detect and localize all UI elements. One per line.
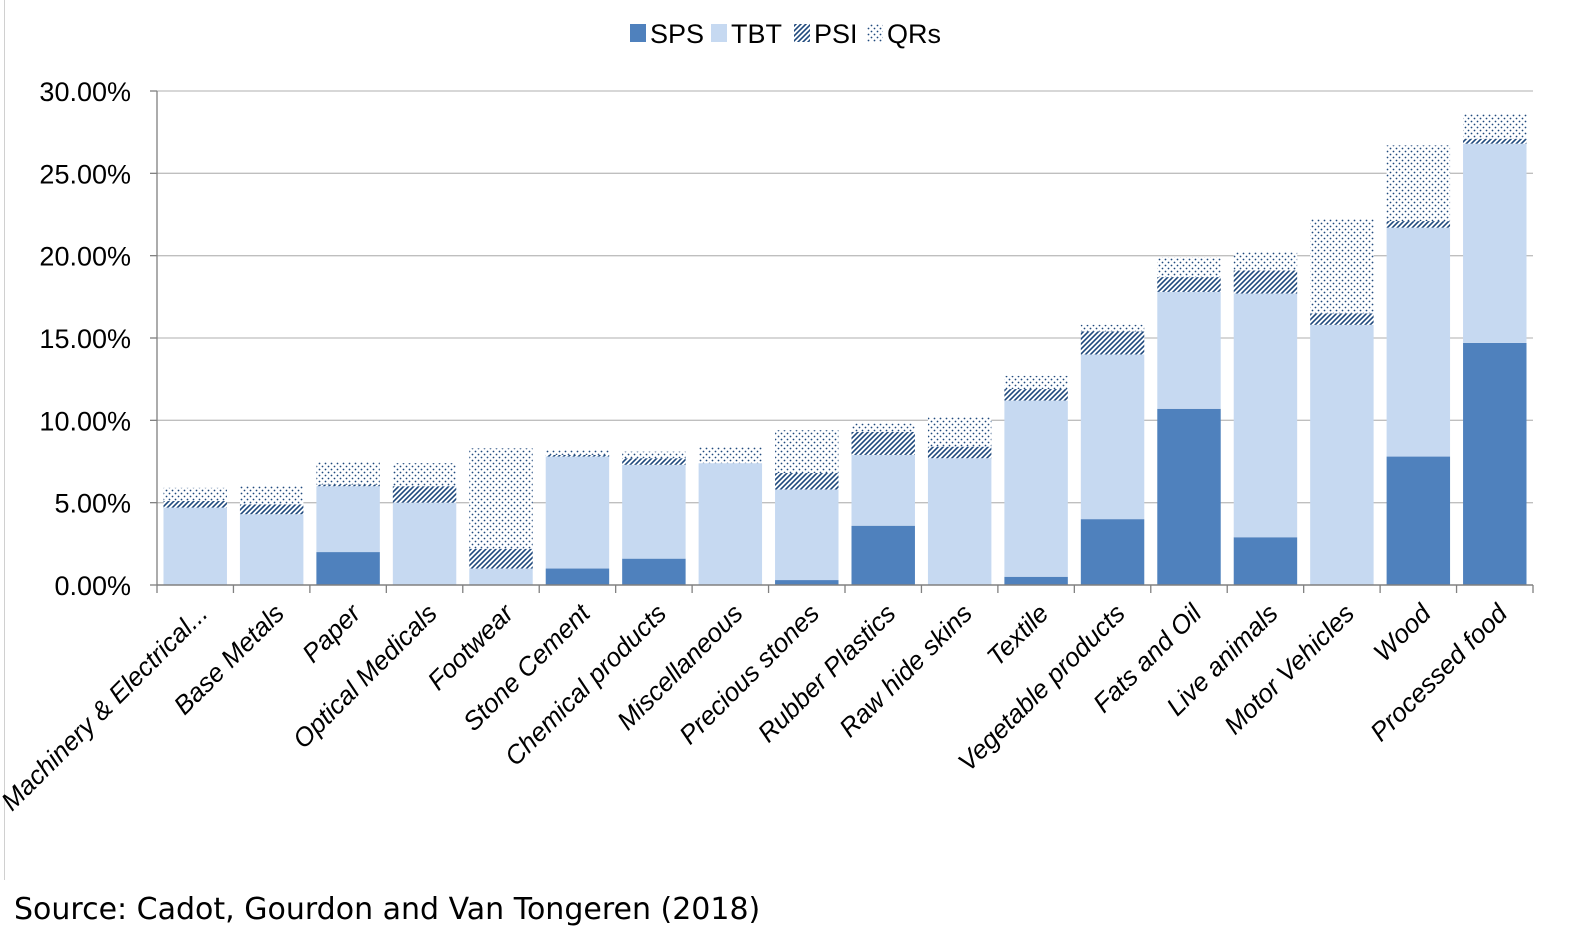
bar-tbt — [1080, 354, 1145, 520]
bar-qrs — [775, 430, 839, 474]
bar-sps — [851, 525, 915, 585]
x-axis: Machinery & Electrical...Base Metals Pape… — [0, 584, 1534, 816]
legend-label-qrs: QRs — [887, 19, 941, 49]
bar-tbt — [163, 507, 227, 585]
bar-sps — [775, 580, 839, 585]
bar-sps — [1004, 576, 1068, 585]
legend-label-sps: SPS — [650, 19, 704, 49]
bar-sps — [1080, 519, 1145, 585]
bar-psi — [775, 473, 839, 490]
bar-qrs — [927, 417, 992, 447]
y-axis: 0.00% 5.00% 10.00% 15.00% 20.00% 25.00% 30.00% — [39, 77, 158, 601]
bar-tbt — [698, 463, 763, 585]
bar-qrs — [163, 487, 227, 502]
y-tick-label: 25.00% — [39, 159, 131, 189]
x-category-label: Paper — [296, 597, 367, 668]
legend-swatch-sps — [630, 24, 646, 42]
bar-psi — [622, 458, 686, 465]
x-category-label: Raw hide skins — [833, 598, 978, 743]
bar-psi — [1004, 389, 1068, 401]
bar-psi — [1233, 270, 1298, 294]
bar-qrs — [1463, 114, 1527, 139]
bar-psi — [1463, 138, 1527, 144]
legend-swatch-qrs — [867, 24, 883, 42]
bar-sps — [1233, 537, 1298, 585]
bar-psi — [851, 431, 915, 455]
bar-psi — [927, 446, 992, 459]
bar-psi — [1386, 221, 1451, 228]
left-border-line — [4, 0, 5, 880]
bars — [163, 114, 1527, 585]
y-tick-label: 15.00% — [39, 324, 131, 354]
bar-tbt — [622, 464, 686, 559]
x-category-label: Processed food — [1364, 597, 1514, 747]
legend-label-psi: PSI — [814, 19, 858, 49]
bar-qrs — [622, 451, 686, 459]
source-note: Source: Cadot, Gourdon and Van Tongeren … — [14, 892, 761, 927]
x-category-label: Rubber Plastics — [752, 598, 902, 748]
bar-tbt — [927, 458, 992, 585]
bar-tbt — [316, 486, 380, 553]
bar-sps — [622, 558, 686, 585]
bar-tbt — [469, 568, 533, 585]
bar-psi — [469, 548, 533, 569]
bar-qrs — [698, 446, 763, 464]
x-category-label: Optical Medicals — [287, 598, 443, 754]
stacked-bar-chart: SPS TBT PSI QRs 0.00% 5.00% 10.00% 15.00% 20.00… — [0, 19, 1534, 816]
legend-swatch-tbt — [711, 24, 727, 42]
bar-psi — [1310, 313, 1374, 325]
bar-sps — [1463, 342, 1527, 585]
bar-qrs — [545, 449, 610, 455]
bar-sps — [545, 568, 610, 585]
bar-psi — [1080, 331, 1145, 355]
bar-psi — [239, 504, 304, 515]
bar-tbt — [1310, 324, 1374, 585]
bar-sps — [1386, 456, 1451, 585]
bar-tbt — [239, 514, 304, 585]
bar-tbt — [1004, 400, 1068, 577]
bar-psi — [545, 454, 610, 457]
x-category-label: Wood — [1367, 597, 1437, 667]
bar-qrs — [851, 423, 915, 432]
bar-qrs — [239, 486, 304, 505]
bar-tbt — [392, 502, 457, 585]
bar-tbt — [775, 489, 839, 581]
y-tick-label: 5.00% — [54, 489, 131, 519]
bar-qrs — [392, 463, 457, 487]
bar-tbt — [1463, 143, 1527, 343]
bar-tbt — [1386, 227, 1451, 457]
y-tick-label: 10.00% — [39, 406, 131, 436]
bar-tbt — [1233, 293, 1298, 538]
bar-qrs — [316, 461, 380, 485]
bar-tbt — [851, 454, 915, 526]
bar-sps — [1157, 408, 1221, 585]
bar-qrs — [1157, 257, 1221, 278]
y-tick-label: 20.00% — [39, 242, 131, 272]
bar-qrs — [1386, 145, 1451, 222]
bar-qrs — [1004, 375, 1068, 390]
bar-qrs — [1310, 219, 1374, 314]
bar-qrs — [1233, 252, 1298, 271]
gridlines — [157, 90, 1533, 504]
legend-label-tbt: TBT — [731, 19, 782, 49]
y-tick-label: 30.00% — [39, 77, 131, 107]
bar-qrs — [469, 448, 533, 549]
x-category-label: Precious stones — [673, 598, 825, 750]
y-tick-label: 0.00% — [54, 571, 131, 601]
bar-qrs — [1080, 324, 1145, 332]
legend-swatch-psi — [794, 24, 810, 42]
bar-psi — [316, 484, 380, 487]
bar-psi — [1157, 277, 1221, 292]
bar-tbt — [545, 456, 610, 569]
bar-sps — [316, 552, 380, 585]
legend: SPS TBT PSI QRs — [630, 19, 941, 49]
bar-tbt — [1157, 291, 1221, 409]
x-category-label: Textile — [981, 598, 1055, 672]
x-category-label: Motor Vehicles — [1218, 598, 1360, 740]
bar-psi — [392, 486, 457, 503]
bar-psi — [163, 501, 227, 508]
